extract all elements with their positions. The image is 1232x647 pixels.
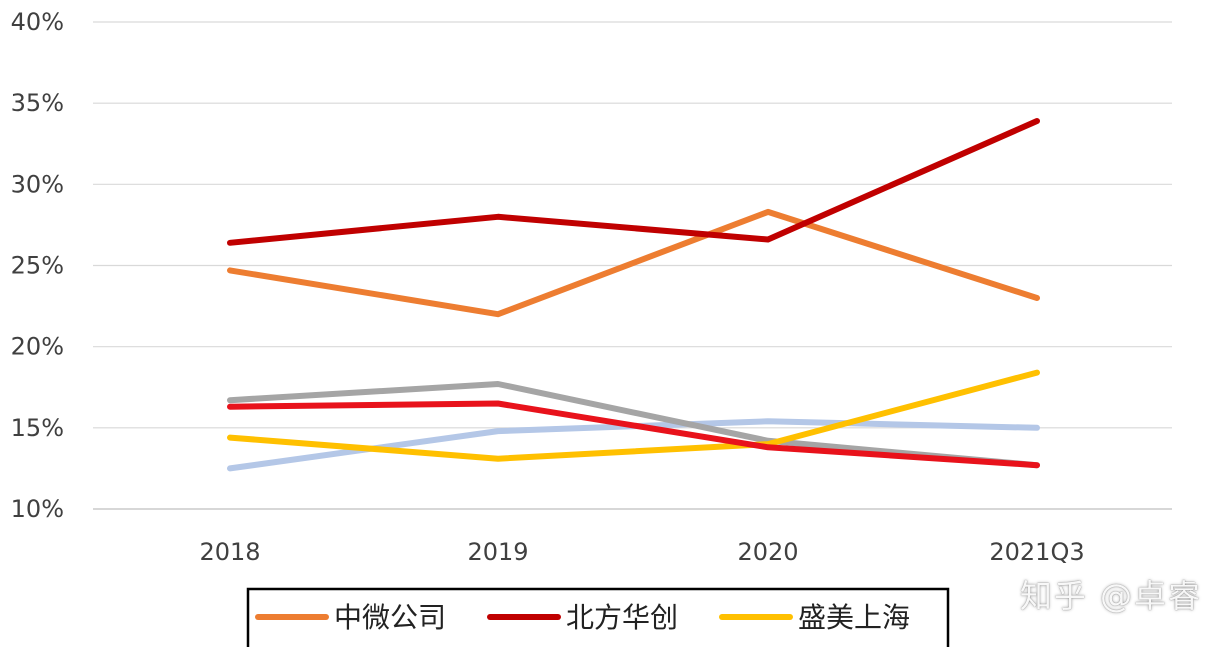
x-tick-label: 2020 [737,538,798,566]
x-tick-label: 2018 [199,538,260,566]
y-tick-label: 35% [11,89,64,117]
legend-label: 北方华创 [566,601,678,634]
gridlines [93,21,1172,510]
y-tick-label: 25% [11,252,64,280]
series-lines [227,118,1040,472]
y-tick-label: 30% [11,170,64,198]
y-axis-ticks: 10% 15% 20% 25% 30% 35% 40% [11,8,64,523]
legend: 中微公司 北方华创 盛美上海 [246,587,950,647]
series-line [227,208,1040,318]
y-tick-label: 40% [11,8,64,36]
x-tick-label: 2021Q3 [989,538,1084,566]
x-tick-label: 2019 [467,538,528,566]
y-tick-label: 15% [11,414,64,442]
legend-label: 盛美上海 [798,601,910,634]
x-axis-ticks: 2018 2019 2020 2021Q3 [199,538,1084,566]
series-line [227,400,1040,469]
legend-box [246,587,950,647]
y-tick-label: 20% [11,333,64,361]
series-line [227,381,1040,469]
y-tick-label: 10% [11,495,64,523]
legend-label: 中微公司 [334,601,446,634]
series-line [227,369,1040,462]
series-line [227,118,1040,246]
watermark: 知乎 @卓睿 [1019,577,1202,615]
